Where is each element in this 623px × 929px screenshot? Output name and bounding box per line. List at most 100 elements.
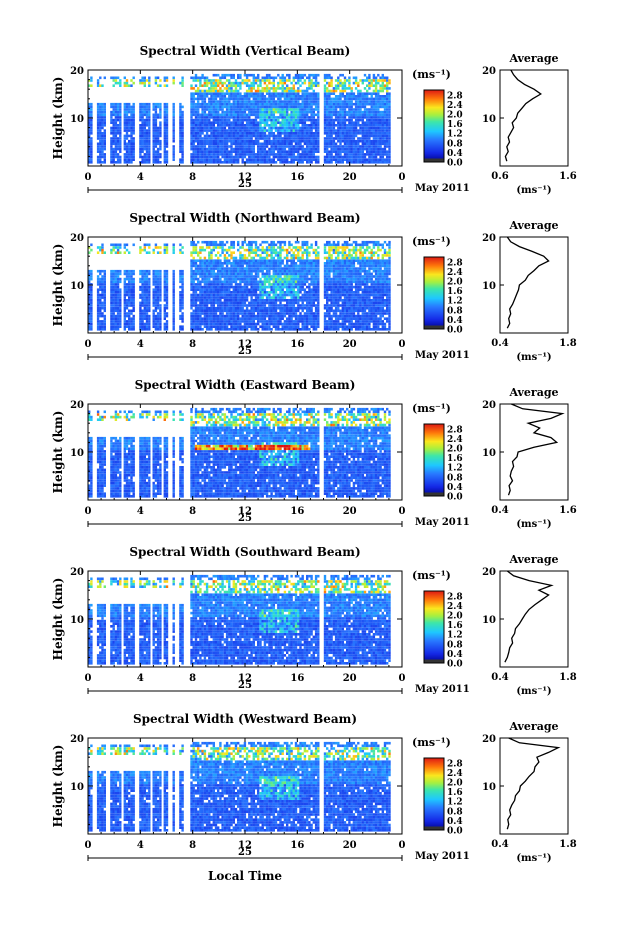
heatmap-cell [190, 158, 193, 161]
heatmap-cell [221, 296, 224, 299]
heatmap-cell [259, 113, 262, 117]
heatmap-cell [312, 108, 315, 111]
heatmap-cell [110, 129, 113, 132]
heatmap-cell [163, 161, 166, 164]
heatmap-cell [190, 275, 193, 278]
heatmap-cell [274, 76, 278, 80]
heatmap-cell [203, 312, 207, 315]
heatmap-cell [214, 296, 218, 299]
heatmap-cell [259, 155, 262, 159]
heatmap-cell [381, 153, 384, 156]
heatmap-cell [332, 126, 336, 130]
heatmap-cell [341, 121, 344, 124]
heatmap-cell [361, 92, 364, 95]
heatmap-cell [294, 155, 298, 159]
heatmap-cell [199, 92, 202, 95]
heatmap-cell [156, 328, 160, 331]
heatmap-cell [232, 320, 235, 323]
heatmap-cell [152, 139, 155, 143]
heatmap-cell [181, 301, 184, 305]
heatmap-cell [225, 293, 229, 297]
heatmap-cell [370, 150, 373, 153]
heatmap-cell [199, 161, 202, 164]
heatmap-cell [257, 84, 260, 87]
heatmap-cell [141, 285, 144, 289]
heatmap-cell [132, 314, 135, 318]
heatmap-cell [239, 293, 242, 297]
heatmap-cell [210, 116, 213, 119]
heatmap-cell [234, 95, 238, 98]
heatmap-cell [245, 132, 249, 135]
heatmap-cell [292, 161, 295, 164]
heatmap-cell [332, 142, 336, 146]
heatmap-cell [172, 275, 175, 278]
heatmap-cell [194, 251, 198, 254]
heatmap-cell [239, 87, 242, 90]
heatmap-cell [239, 97, 242, 101]
heatmap-cell [96, 145, 100, 148]
heatmap-cell [381, 73, 384, 77]
heatmap-cell [228, 296, 231, 299]
heatmap-cell [261, 113, 264, 117]
heatmap-cell [148, 139, 151, 143]
heatmap-cell [301, 102, 304, 106]
heatmap-cell [261, 100, 264, 103]
heatmap-cell [386, 97, 389, 101]
heatmap-cell [110, 280, 113, 284]
heatmap-cell [352, 110, 356, 114]
heatmap-cell [219, 246, 222, 249]
heatmap-cell [148, 121, 151, 124]
heatmap-cell [219, 113, 222, 117]
heatmap-cell [110, 113, 113, 117]
heatmap-cell [165, 121, 169, 124]
heatmap-cell [374, 100, 378, 103]
heatmap-cell [377, 89, 380, 93]
heatmap-cell [165, 296, 169, 299]
heatmap-cell [350, 129, 353, 132]
heatmap-cell [172, 293, 175, 297]
heatmap-cell [217, 121, 220, 124]
heatmap-cell [341, 129, 344, 132]
heatmap-cell [205, 84, 209, 87]
heatmap-cell [194, 158, 198, 161]
heatmap-cell [348, 124, 351, 127]
heatmap-cell [237, 309, 240, 313]
heatmap-cell [252, 145, 255, 148]
heatmap-cell [234, 129, 238, 132]
heatmap-cell [141, 110, 144, 114]
heatmap-cell [292, 87, 295, 90]
heatmap-cell [143, 102, 146, 106]
heatmap-cell [245, 277, 249, 281]
heatmap-cell [232, 272, 235, 276]
heatmap-cell [172, 126, 175, 130]
heatmap-cell [110, 301, 113, 305]
heatmap-cell [368, 97, 371, 101]
heatmap-cell [366, 95, 369, 98]
heatmap-cell [194, 246, 198, 249]
heatmap-cell [377, 79, 380, 82]
heatmap-cell [210, 299, 213, 302]
heatmap-cell [314, 97, 318, 101]
heatmap-cell [268, 118, 271, 122]
heatmap-cell [110, 105, 113, 109]
heatmap-cell [259, 132, 262, 135]
heatmap-cell [212, 105, 215, 109]
heatmap-cell [239, 291, 242, 294]
heatmap-cell [90, 155, 93, 159]
heatmap-cell [259, 118, 262, 122]
heatmap-cell [232, 325, 235, 328]
heatmap-cell [152, 296, 155, 299]
heatmap-cell [130, 139, 133, 143]
heatmap-cell [312, 124, 315, 127]
heatmap-cell [243, 126, 247, 130]
heatmap-cell [221, 147, 224, 151]
heatmap-cell [159, 322, 162, 326]
heatmap-cell [208, 97, 211, 101]
heatmap-cell [217, 256, 220, 260]
heatmap-cell [219, 283, 222, 286]
heatmap-cell [221, 293, 224, 297]
heatmap-cell [343, 89, 347, 93]
heatmap-cell [119, 113, 122, 117]
heatmap-cell [248, 110, 251, 114]
heatmap-cell [279, 155, 282, 159]
